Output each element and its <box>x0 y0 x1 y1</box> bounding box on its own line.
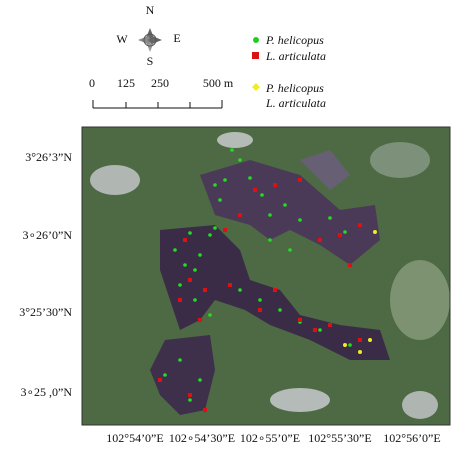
sample-marker <box>198 253 202 257</box>
sample-marker <box>193 268 197 272</box>
sample-marker <box>183 238 187 242</box>
sample-marker <box>188 231 192 235</box>
sample-marker <box>273 288 277 292</box>
sample-marker <box>188 393 192 397</box>
latitude-label: 3∘25 ,0”N <box>20 385 72 399</box>
sample-marker <box>260 193 264 197</box>
sample-marker <box>203 408 207 412</box>
sample-marker <box>218 198 222 202</box>
longitude-label: 102°56’0”E <box>383 431 440 445</box>
compass: N S W E <box>116 3 180 68</box>
sample-marker <box>328 216 332 220</box>
sample-marker <box>313 328 317 332</box>
sample-marker <box>198 378 202 382</box>
satellite-image <box>82 127 450 425</box>
sample-marker <box>373 230 377 234</box>
compass-w: W <box>116 32 128 46</box>
sample-marker <box>258 298 262 302</box>
sample-marker <box>283 203 287 207</box>
sample-marker <box>193 298 197 302</box>
compass-s: S <box>147 54 154 68</box>
sample-marker <box>183 263 187 267</box>
latitude-label: 3°26’3”N <box>25 150 72 164</box>
latitude-label: 3∘26’0”N <box>23 228 73 242</box>
map-figure: N S W E 0 125 250 500 m P. helicopus L. … <box>0 0 466 451</box>
legend: P. helicopus L. articulata P. helicopus … <box>252 33 326 110</box>
sample-marker <box>173 248 177 252</box>
sample-marker <box>278 308 282 312</box>
sample-marker <box>223 228 227 232</box>
scale-bar: 0 125 250 500 m <box>89 76 234 108</box>
longitude-label: 102∘55’0”E <box>240 431 300 445</box>
sample-marker <box>223 178 227 182</box>
compass-e: E <box>173 31 180 45</box>
sample-marker <box>188 278 192 282</box>
sample-marker <box>248 176 252 180</box>
sample-marker <box>358 350 362 354</box>
sample-marker <box>238 158 242 162</box>
sample-marker <box>358 223 362 227</box>
sample-marker <box>178 298 182 302</box>
sample-marker <box>158 378 162 382</box>
sample-marker <box>213 183 217 187</box>
scale-label: 125 <box>117 76 135 90</box>
sample-marker <box>178 283 182 287</box>
sample-marker <box>343 343 347 347</box>
sample-marker <box>163 373 167 377</box>
sample-marker <box>298 218 302 222</box>
sample-marker <box>348 343 352 347</box>
sample-marker <box>208 233 212 237</box>
longitude-label: 102°54’0”E <box>106 431 163 445</box>
longitude-label: 102°55’30”E <box>308 431 371 445</box>
sample-marker <box>268 238 272 242</box>
latitude-label: 3°25’30”N <box>19 305 72 319</box>
scale-label: 250 <box>151 76 169 90</box>
sample-marker <box>178 358 182 362</box>
sample-marker <box>338 233 342 237</box>
sample-marker <box>213 226 217 230</box>
legend-label: L. articulata <box>265 49 326 63</box>
scale-label: 500 m <box>203 76 234 90</box>
sample-marker <box>288 248 292 252</box>
sample-marker <box>358 338 362 342</box>
sample-marker <box>208 313 212 317</box>
longitude-label: 102∘54’30”E <box>169 431 235 445</box>
legend-label: P. helicopus <box>265 33 324 47</box>
sample-marker <box>228 283 232 287</box>
compass-n: N <box>146 3 155 17</box>
sample-marker <box>253 188 257 192</box>
sample-marker <box>268 213 272 217</box>
sample-marker <box>203 288 207 292</box>
sample-marker <box>298 178 302 182</box>
sample-marker <box>343 230 347 234</box>
sample-marker <box>328 323 332 327</box>
scale-label: 0 <box>89 76 95 90</box>
sample-marker <box>230 148 234 152</box>
sample-marker <box>318 328 322 332</box>
sample-marker <box>348 263 352 267</box>
sample-marker <box>188 398 192 402</box>
sample-marker <box>368 338 372 342</box>
sample-marker <box>273 183 277 187</box>
sample-marker <box>198 318 202 322</box>
sample-marker <box>298 318 302 322</box>
sample-marker <box>318 238 322 242</box>
sample-marker <box>238 288 242 292</box>
legend-label: P. helicopus <box>265 81 324 95</box>
sample-marker <box>258 308 262 312</box>
legend-label: L. articulata <box>265 96 326 110</box>
sample-marker <box>238 213 242 217</box>
